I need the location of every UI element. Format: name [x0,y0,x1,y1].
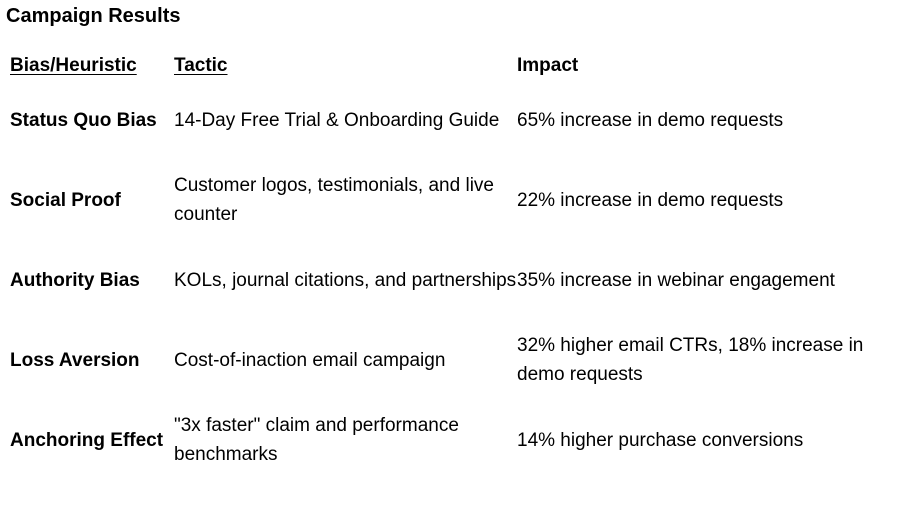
row-impact-text: 14% higher purchase conversions [517,429,804,451]
row-tactic-text: Cost-of-inaction email campaign [174,349,446,371]
row-bias-label: Authority Bias [10,269,140,291]
row-tactic-text: "3x faster" claim and performance benchm… [174,415,459,465]
row-impact-text: 35% increase in webinar engagement [517,269,835,291]
table-row: Loss Aversion Cost-of-inaction email cam… [10,320,903,400]
table-row: Authority Bias KOLs, journal citations, … [10,240,903,320]
row-bias-label: Status Quo Bias [10,109,157,131]
table-row: Social Proof Customer logos, testimonial… [10,160,903,240]
table-row: Status Quo Bias 14-Day Free Trial & Onbo… [10,80,903,160]
row-bias-label: Anchoring Effect [10,429,164,451]
row-impact-text: 22% increase in demo requests [517,189,784,211]
row-bias-label: Loss Aversion [10,349,140,371]
row-impact-text: 65% increase in demo requests [517,109,784,131]
table-header-row: Bias/Heuristic Tactic Impact [10,50,903,80]
document-title: Campaign Results [6,5,181,27]
header-bias-heuristic: Bias/Heuristic [10,54,137,76]
campaign-results-table: Bias/Heuristic Tactic Impact Status Quo … [10,50,903,480]
row-tactic-text: Customer logos, testimonials, and live c… [174,175,494,225]
header-impact: Impact [517,54,579,76]
header-tactic: Tactic [174,54,228,76]
table-row: Anchoring Effect "3x faster" claim and p… [10,400,903,480]
row-tactic-text: KOLs, journal citations, and partnership… [174,269,517,291]
row-bias-label: Social Proof [10,189,121,211]
row-tactic-text: 14-Day Free Trial & Onboarding Guide [174,109,500,131]
row-impact-text: 32% higher email CTRs, 18% increase in d… [517,335,864,385]
